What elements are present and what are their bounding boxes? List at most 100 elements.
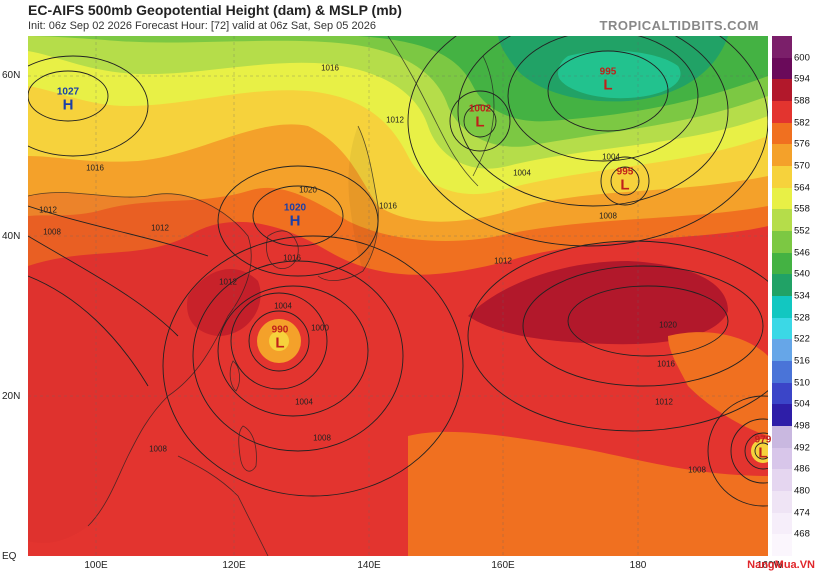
colorbar-label: 474 [794,507,810,519]
colorbar-label: 594 [794,73,810,85]
colorbar-label: 504 [794,398,810,410]
graticule [28,36,768,556]
colorbar-label: 510 [794,377,810,389]
colorbar-label: 492 [794,442,810,454]
brand-label: TROPICALTIDBITS.COM [599,18,759,33]
colorbar-segment [772,187,792,210]
lat-label-eq: EQ [2,551,17,562]
colorbar-segment [772,361,792,383]
colorbar-label: 552 [794,225,810,237]
field-582-east [668,332,768,436]
lon-label-160w: 160W [756,560,784,571]
lon-label-160e: 160E [491,560,515,571]
colorbar-segment [772,36,792,58]
low-995-north-symbol: L [603,76,613,94]
colorbar-segment [772,122,792,145]
hurricane-core [751,439,768,463]
colorbar-segment [772,79,792,101]
low-979-marker: 979 L [754,434,772,461]
colorbar-label: 480 [794,485,810,497]
colorbar-label: 498 [794,420,810,432]
high-1020-pressure: 1020 [283,202,307,214]
isobar-label: 1008 [149,444,167,454]
lat-label-40n: 40N [2,231,21,242]
isobar-label: 1020 [659,320,677,330]
header: EC-AIFS 500mb Geopotential Height (dam) … [0,0,819,36]
high-1020-symbol: H [289,212,301,230]
asia-landmass [28,192,252,543]
isobar-label: 1012 [655,397,673,407]
low-995-north-pressure: 995 [599,66,617,78]
colorbar-segment [772,339,792,361]
colorbar-segment [772,296,792,318]
colorbar-label: 570 [794,160,810,172]
field-594-west [187,269,261,336]
isobar-label: 1020 [299,185,317,195]
low-995-east-symbol: L [620,176,630,194]
low-979-pressure: 979 [754,434,772,446]
typhoon-core-inner [269,331,289,351]
isobar-label: 1004 [513,168,531,178]
isobar-label: 1016 [283,253,301,263]
lon-label-180: 180 [629,560,647,571]
colorbar-label: 588 [794,95,810,107]
map-subtitle: Init: 06z Sep 02 2026 Forecast Hour: [72… [28,20,376,32]
colorbar-label: 546 [794,247,810,259]
colorbar-segment [772,382,792,405]
weather-map [28,36,768,556]
colorbar-segment [772,101,792,123]
isobar-label: 1016 [657,359,675,369]
watermark: NangMua.VN [747,559,815,571]
low-990-symbol: L [275,334,285,352]
colorbar-segment [772,252,792,275]
colorbar-label: 534 [794,290,810,302]
colorbar-labels: 600 594 588 582 576 570 564 558 552 546 540 534 528 5… [794,36,819,556]
colorbar-segment [772,512,792,535]
lon-label-120e: 120E [222,560,246,571]
colorbar-label: 522 [794,333,810,345]
colorbar-label: 558 [794,203,810,215]
lat-label-60n: 60N [2,70,21,81]
isobar-label: 1000 [311,323,329,333]
isobar-label: 1004 [602,152,620,162]
isobar-label: 1012 [151,223,169,233]
isobar-label: 1016 [321,63,339,73]
high-1020-marker: 1020 H [283,202,307,230]
isobar-label: 1008 [43,227,61,237]
field-594-ridge [468,261,728,345]
colorbar [772,36,792,556]
lat-label-20n: 20N [2,391,21,402]
map-title: EC-AIFS 500mb Geopotential Height (dam) … [28,2,402,18]
low-990-marker: 990 L [271,324,289,352]
colorbar-label: 540 [794,268,810,280]
colorbar-segment [772,404,792,426]
colorbar-label: 468 [794,528,810,540]
low-1002-marker: 1002 L [469,104,491,131]
high-1027-pressure: 1027 [56,86,80,98]
colorbar-segment [772,57,792,80]
colorbar-segment [772,426,792,448]
japan-landmass [348,126,379,271]
colorbar-label: 582 [794,117,810,129]
low-990-pressure: 990 [271,324,289,336]
isobar-label: 1004 [274,301,292,311]
isobar-label: 1012 [386,115,404,125]
colorbar-segment [772,144,792,166]
isobar-label: 1012 [219,277,237,287]
isobars [28,36,768,507]
lon-label-140e: 140E [357,560,381,571]
low-1002-symbol: L [475,113,485,131]
low-995-north-marker: 995 L [599,66,617,94]
isobar-label: 1008 [688,465,706,475]
field-582-south [408,431,768,556]
isobar-label: 1016 [379,201,397,211]
colorbar-segment [772,209,792,231]
isobar-label: 1004 [295,397,313,407]
low-995-east-marker: 995 L [617,167,634,194]
isobar-label: 1008 [599,211,617,221]
colorbar-segment [772,317,792,340]
map-canvas [28,36,768,556]
colorbar-label: 564 [794,182,810,194]
colorbar-segment [772,231,792,253]
colorbar-label: 600 [794,52,810,64]
